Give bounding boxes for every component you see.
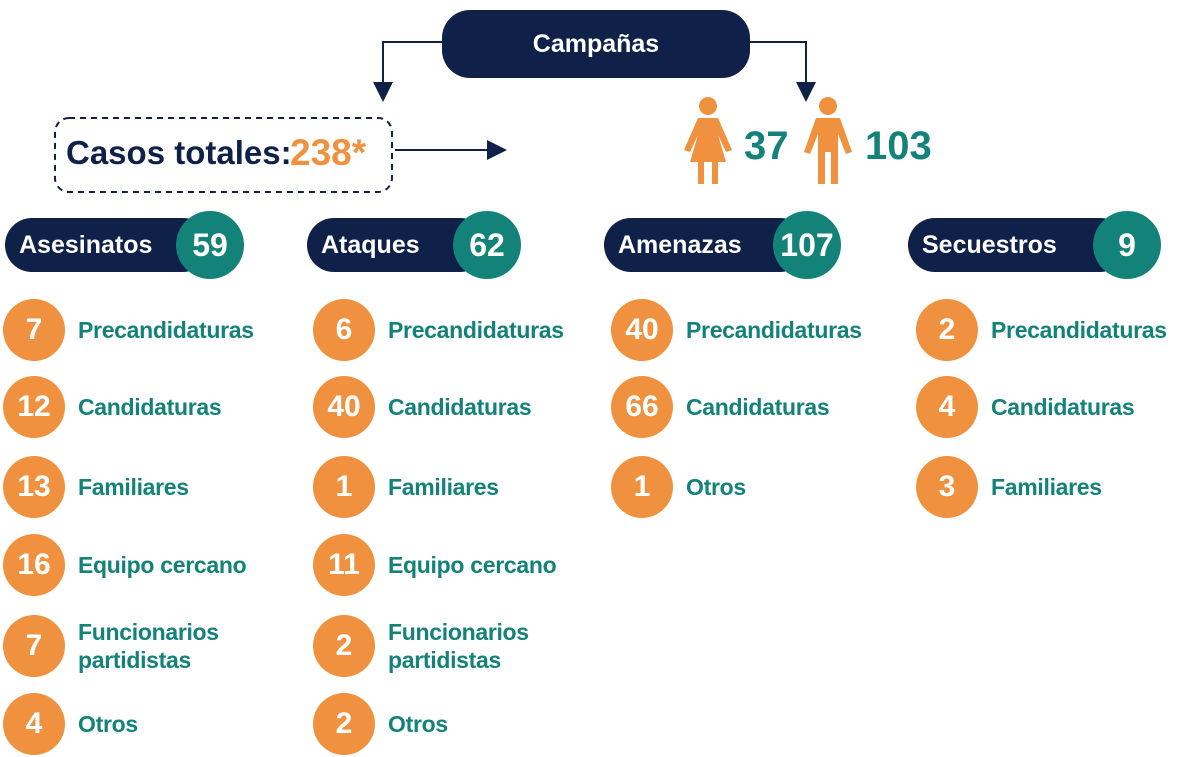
item-count: 4 <box>3 693 65 755</box>
item-label: Funcionarios partidistas <box>388 619 529 673</box>
women-count: 37 <box>744 124 789 168</box>
men-count: 103 <box>865 124 932 168</box>
item-count: 1 <box>313 456 375 518</box>
item-count: 40 <box>313 376 375 438</box>
item-count: 2 <box>916 299 978 361</box>
item-count: 2 <box>313 615 375 677</box>
item-label: Candidaturas <box>78 394 222 420</box>
item-label: Familiares <box>388 474 499 500</box>
item-count: 7 <box>3 615 65 677</box>
item-count: 11 <box>313 534 375 596</box>
item-count: 4 <box>916 376 978 438</box>
item-label: Precandidaturas <box>78 317 254 343</box>
group-pill: Secuestros <box>908 218 1127 272</box>
man-icon <box>804 97 852 184</box>
title-pill: Campañas <box>442 10 750 78</box>
item-label: Candidaturas <box>686 394 830 420</box>
item-label: Equipo cercano <box>388 552 557 578</box>
item-label: Familiares <box>991 474 1102 500</box>
item-count: 12 <box>3 376 65 438</box>
item-label: Familiares <box>78 474 189 500</box>
item-label: Otros <box>78 711 138 737</box>
item-count: 1 <box>611 456 673 518</box>
item-count: 13 <box>3 456 65 518</box>
total-box <box>54 117 393 193</box>
item-label: Precandidaturas <box>686 317 862 343</box>
item-label: Otros <box>388 711 448 737</box>
total-label: Casos totales: <box>66 134 292 171</box>
item-label: Candidaturas <box>991 394 1135 420</box>
item-count: 7 <box>3 299 65 361</box>
item-label: Precandidaturas <box>388 317 564 343</box>
group-total: 59 <box>176 211 244 279</box>
arrow-left <box>373 41 442 102</box>
item-count: 6 <box>313 299 375 361</box>
item-label: Equipo cercano <box>78 552 247 578</box>
item-count: 66 <box>611 376 673 438</box>
group-total: 107 <box>773 211 841 279</box>
woman-icon <box>684 97 732 184</box>
group-pill: Asesinatos <box>5 218 210 272</box>
item-label: Candidaturas <box>388 394 532 420</box>
total-value: 238* <box>290 132 367 173</box>
item-label: Precandidaturas <box>991 317 1167 343</box>
item-count: 40 <box>611 299 673 361</box>
group-total: 62 <box>453 211 521 279</box>
item-label: Funcionarios partidistas <box>78 619 219 673</box>
item-count: 3 <box>916 456 978 518</box>
item-count: 2 <box>313 693 375 755</box>
item-label: Otros <box>686 474 746 500</box>
item-count: 16 <box>3 534 65 596</box>
arrow-right <box>750 41 816 102</box>
group-total: 9 <box>1093 211 1161 279</box>
